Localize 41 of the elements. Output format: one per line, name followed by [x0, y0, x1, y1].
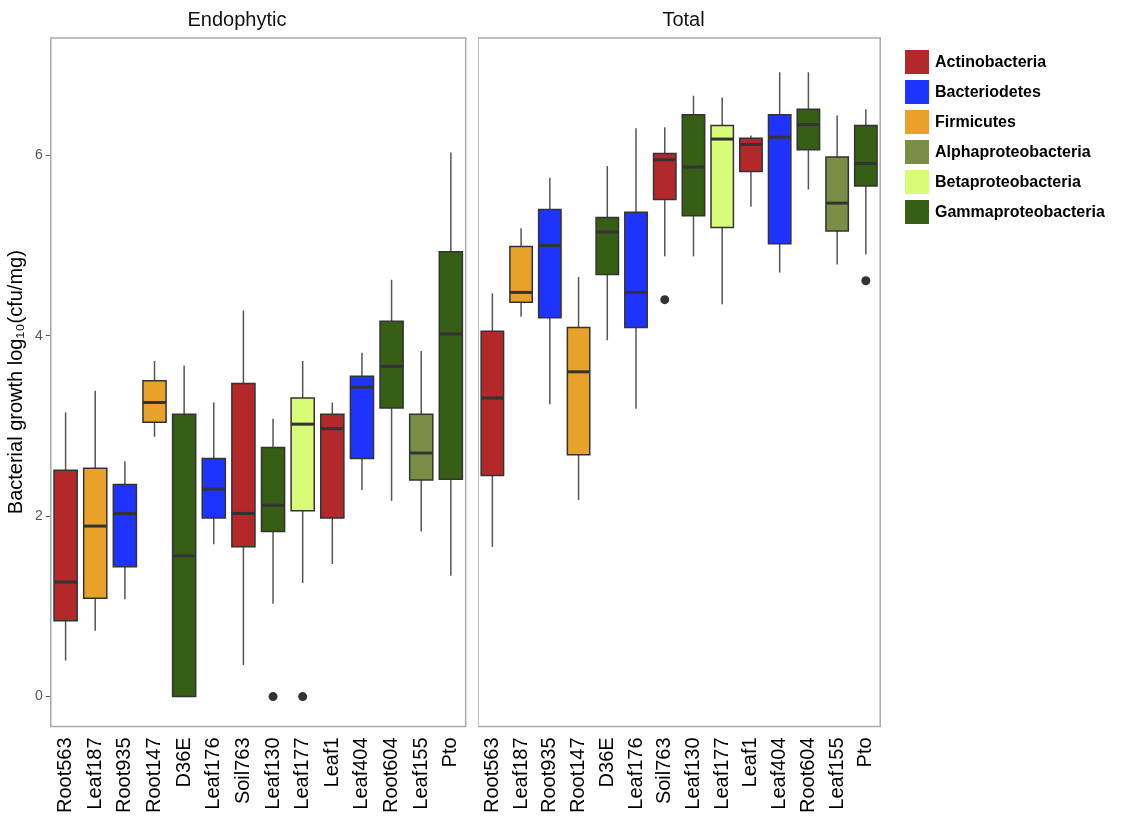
x-tick-label: Soil763 — [230, 737, 253, 805]
x-tick-label: Leaf176 — [623, 737, 646, 810]
x-tick-label: Leaf130 — [260, 737, 283, 810]
x-tick-label: Pto — [438, 737, 461, 768]
y-tick-label: 2 — [34, 507, 43, 524]
y-tick-label: 4 — [34, 326, 43, 343]
legend-label: Alphaproteobacteria — [935, 143, 1091, 161]
legend-label: Gammaproteobacteria — [935, 203, 1105, 221]
x-tick-label: D36E — [594, 737, 617, 788]
legend-label: Firmicutes — [935, 113, 1016, 131]
y-tick-label: 0 — [34, 687, 43, 704]
x-tick-label: Leaf155 — [824, 737, 847, 810]
y-axis-title: Bacterial growth log₁₀(cfu/mg) — [3, 250, 26, 515]
x-tick-label: Leaf1 — [319, 737, 342, 788]
x-tick-label: Root147 — [566, 737, 589, 814]
legend-label: Bacteriodetes — [935, 83, 1041, 101]
x-tick-label: Leaf177 — [290, 737, 313, 810]
x-tick-label: Leaf404 — [767, 737, 790, 810]
x-tick-label: Leaf404 — [349, 737, 372, 810]
legend-label: Betaproteobacteria — [935, 173, 1081, 191]
x-tick-label: Root563 — [479, 737, 502, 814]
x-tick-label: Leaf187 — [82, 737, 105, 810]
chart-title: Total — [662, 7, 705, 30]
x-tick-label: Pto — [853, 737, 876, 768]
x-tick-label: D36E — [171, 737, 194, 788]
x-tick-label: Leaf187 — [508, 737, 531, 810]
x-tick-label: Root935 — [537, 737, 560, 814]
x-tick-label: Leaf177 — [709, 737, 732, 810]
x-tick-label: Leaf1 — [738, 737, 761, 788]
legend-label: Actinobacteria — [935, 53, 1047, 71]
x-tick-label: Leaf155 — [408, 737, 431, 810]
x-tick-label: Root604 — [379, 737, 402, 814]
x-tick-label: Root147 — [142, 737, 165, 814]
x-tick-label: Root604 — [795, 737, 818, 814]
x-tick-label: Root935 — [112, 737, 135, 814]
x-tick-label: Leaf176 — [201, 737, 224, 810]
y-tick-label: 6 — [34, 146, 43, 163]
x-tick-label: Root563 — [53, 737, 76, 814]
chart-title: Endophytic — [187, 7, 287, 30]
x-tick-label: Leaf130 — [680, 737, 703, 810]
x-tick-label: Soil763 — [652, 737, 675, 805]
